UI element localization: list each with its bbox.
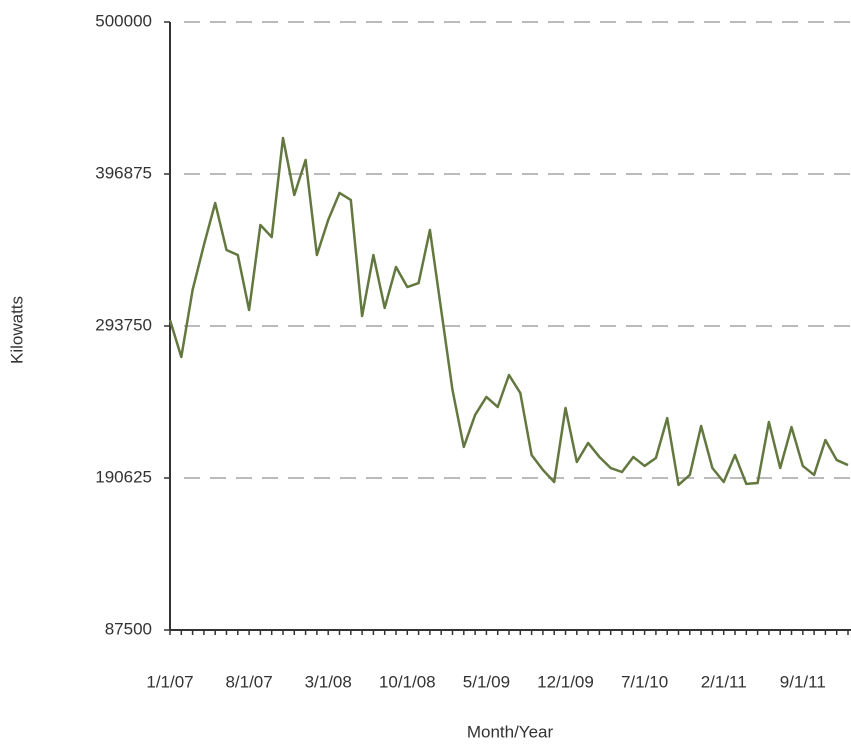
x-tick-label: 5/1/09 xyxy=(463,672,510,691)
y-axis-label: Kilowatts xyxy=(7,296,26,364)
y-tick-label: 87500 xyxy=(105,619,152,638)
y-tick-label: 293750 xyxy=(95,315,152,334)
data-line xyxy=(168,136,849,487)
x-tick-label: 9/1/11 xyxy=(780,672,826,691)
x-tick-label: 3/1/08 xyxy=(305,672,352,691)
y-tick-label: 396875 xyxy=(95,163,152,182)
x-axis-label: Month/Year xyxy=(467,722,554,741)
x-tick-label: 12/1/09 xyxy=(537,672,594,691)
x-tick-label: 7/1/10 xyxy=(621,672,668,691)
x-tick-label: 1/1/07 xyxy=(146,672,193,691)
x-tick-label: 2/1/11 xyxy=(701,672,747,691)
x-tick-label: 8/1/07 xyxy=(225,672,272,691)
y-tick-label: 500000 xyxy=(95,11,152,30)
y-tick-label: 190625 xyxy=(95,467,152,486)
x-tick-label: 10/1/08 xyxy=(379,672,436,691)
